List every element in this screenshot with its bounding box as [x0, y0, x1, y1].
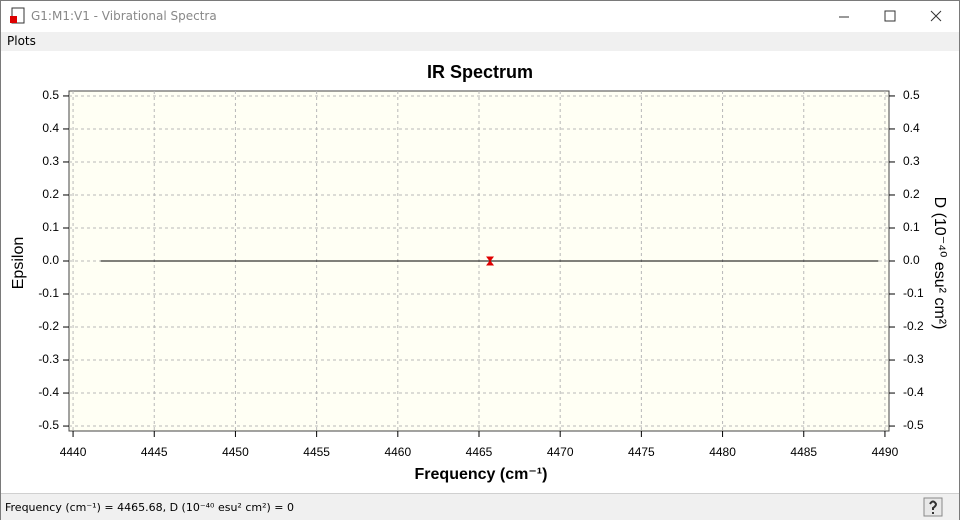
x-tick-label: 4475 [628, 445, 655, 459]
y2-axis-label: D (10⁻⁴⁰ esu² cm²) [931, 197, 948, 330]
app-icon [10, 7, 25, 24]
y-tick-label: -0.2 [38, 319, 59, 333]
y2-tick-label: 0.0 [903, 253, 920, 267]
y2-tick-label: -0.5 [903, 418, 924, 432]
y-tick-label: 0.2 [42, 187, 59, 201]
x-tick-label: 4480 [709, 445, 736, 459]
x-tick-label: 4450 [222, 445, 249, 459]
chart: IR Spectrum Frequency (cm⁻¹) Epsilon D (… [10, 62, 948, 483]
window-title: G1:M1:V1 - Vibrational Spectra [31, 9, 217, 23]
y2-tick-label: 0.3 [903, 154, 920, 168]
window-controls[interactable] [819, 1, 959, 32]
title-bar: G1:M1:V1 - Vibrational Spectra [1, 1, 959, 32]
y-tick-label: -0.5 [38, 418, 59, 432]
y2-tick-label: -0.2 [903, 319, 924, 333]
status-bar: Frequency (cm⁻¹) = 4465.68, D (10⁻⁴⁰ esu… [1, 493, 959, 520]
y-tick-label: 0.1 [42, 220, 59, 234]
y-axis-label: Epsilon [10, 237, 27, 289]
x-tick-label: 4470 [547, 445, 574, 459]
maximize[interactable] [884, 10, 896, 22]
y2-tick-label: -0.4 [903, 385, 924, 399]
y-tick-label: 0.3 [42, 154, 59, 168]
x-tick-label: 4445 [141, 445, 168, 459]
menu-bar: Plots [1, 32, 959, 51]
x-tick-label: 4440 [60, 445, 87, 459]
x-tick-label: 4460 [384, 445, 411, 459]
menu-item[interactable]: Plots [7, 34, 36, 48]
x-axis-label: Frequency (cm⁻¹) [415, 466, 548, 483]
y2-tick-label: 0.2 [903, 187, 920, 201]
help-button[interactable] [923, 497, 943, 517]
x-tick-label: 4455 [303, 445, 330, 459]
y-tick-label: -0.3 [38, 352, 59, 366]
x-tick-label: 4485 [790, 445, 817, 459]
y2-tick-label: -0.1 [903, 286, 924, 300]
y2-tick-label: 0.5 [903, 88, 920, 102]
status-text: Frequency (cm⁻¹) = 4465.68, D (10⁻⁴⁰ esu… [5, 501, 295, 514]
y-tick-label: -0.4 [38, 385, 59, 399]
peak-marker [486, 256, 495, 266]
y-tick-label: 0.5 [42, 88, 59, 102]
close[interactable] [930, 10, 942, 22]
y2-tick-label: 0.1 [903, 220, 920, 234]
x-tick-label: 4490 [872, 445, 899, 459]
y-tick-label: -0.1 [38, 286, 59, 300]
chart-title: IR Spectrum [427, 62, 533, 82]
x-tick-label: 4465 [466, 445, 493, 459]
y-tick-label: 0.0 [42, 253, 59, 267]
y2-tick-label: 0.4 [903, 121, 920, 135]
y-tick-label: 0.4 [42, 121, 59, 135]
y2-tick-label: -0.3 [903, 352, 924, 366]
